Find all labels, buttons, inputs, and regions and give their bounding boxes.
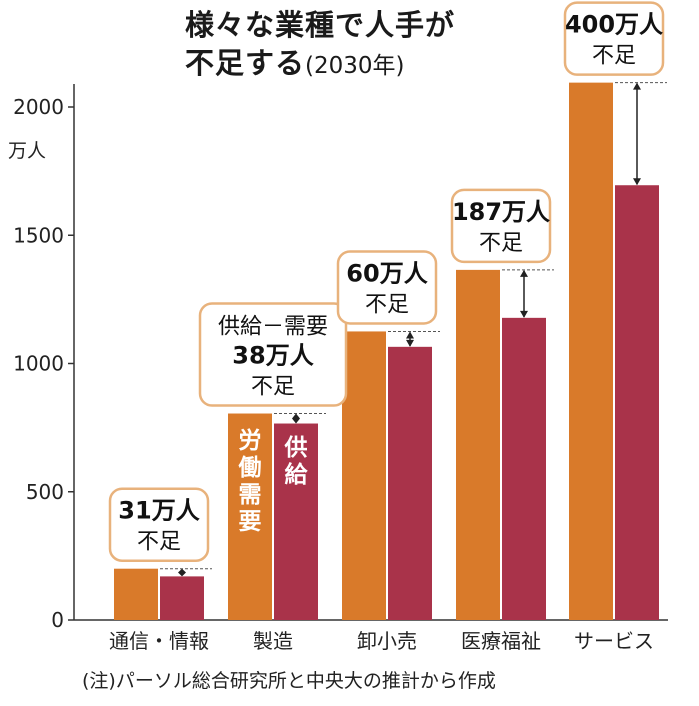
- bar-demand-0: [114, 568, 158, 620]
- bar-supply-2: [388, 346, 432, 620]
- callout-line: 31万人: [118, 497, 199, 525]
- title-year: (2030年): [305, 53, 405, 79]
- title-line-1: 様々な業種で人手が: [185, 8, 456, 42]
- category-label: 卸小売: [357, 629, 417, 653]
- arrow-head-up: [406, 331, 414, 339]
- y-tick-label: 500: [26, 480, 64, 504]
- callout-line: 38万人: [232, 342, 313, 370]
- chart-title: 様々な業種で人手が 不足する(2030年): [185, 6, 455, 85]
- arrow-head-up: [178, 568, 186, 573]
- category-label: 通信・情報: [109, 629, 209, 653]
- bar-supply-4: [615, 185, 659, 621]
- callout-line: 400万人: [565, 11, 663, 39]
- callout-line: 供給－需要: [218, 315, 328, 340]
- arrow-head-down: [520, 310, 528, 318]
- bar-demand-3: [456, 269, 500, 620]
- arrow-head-down: [178, 572, 186, 577]
- callout-line: 187万人: [452, 198, 550, 226]
- arrow-head-down: [292, 418, 300, 424]
- bar-demand-4: [569, 82, 613, 620]
- category-label: 医療福祉: [461, 629, 541, 653]
- bar-label-supply-char: 供: [284, 434, 308, 461]
- category-label: サービス: [574, 629, 654, 653]
- arrow-head-up: [292, 413, 300, 419]
- shortfall-callout: [108, 487, 210, 562]
- arrow-head-down: [633, 178, 641, 186]
- callout-line: 不足: [479, 231, 523, 256]
- shortfall-callout: [563, 1, 665, 76]
- arrow-head-up: [633, 82, 641, 90]
- shortfall-callout: [198, 302, 348, 407]
- shortfall-callout: [450, 188, 552, 264]
- y-tick-label: 1000: [13, 352, 64, 376]
- arrow-head-up: [520, 269, 528, 277]
- callout-line: 不足: [251, 375, 295, 400]
- shortfall-markers: [160, 82, 667, 577]
- bar-label-demand-char: 働: [238, 455, 262, 481]
- y-axis-unit: 万人: [8, 140, 46, 162]
- title-line-2: 不足する: [185, 46, 306, 80]
- bar-demand-1: [228, 413, 272, 620]
- callout-line: 60万人: [346, 259, 427, 287]
- y-tick-label: 2000: [13, 95, 64, 119]
- bar-supply-1: [274, 423, 318, 620]
- bar-demand-2: [342, 331, 386, 620]
- bar-label-demand-char: 要: [239, 509, 262, 535]
- shortfall-callout: [336, 250, 438, 325]
- callout-line: 不足: [365, 292, 409, 317]
- bar-label-supply-char: 給: [285, 461, 309, 488]
- bar-label-demand-char: 需: [239, 482, 262, 508]
- y-tick-label: 0: [51, 608, 64, 632]
- callout-line: 不足: [592, 44, 636, 69]
- source-note: (注)パーソル総合研究所と中央大の推計から作成: [82, 670, 496, 692]
- bar-label-demand-char: 労: [239, 427, 262, 454]
- category-labels: 通信・情報 製造 卸小売 医療福祉 サービス: [109, 629, 654, 653]
- bar-supply-0: [160, 576, 204, 620]
- arrow-head-down: [406, 339, 414, 347]
- bar-supply-3: [502, 317, 546, 620]
- callout-line: 不足: [137, 530, 181, 555]
- category-label: 製造: [253, 629, 293, 653]
- y-tick-label: 1500: [13, 223, 64, 247]
